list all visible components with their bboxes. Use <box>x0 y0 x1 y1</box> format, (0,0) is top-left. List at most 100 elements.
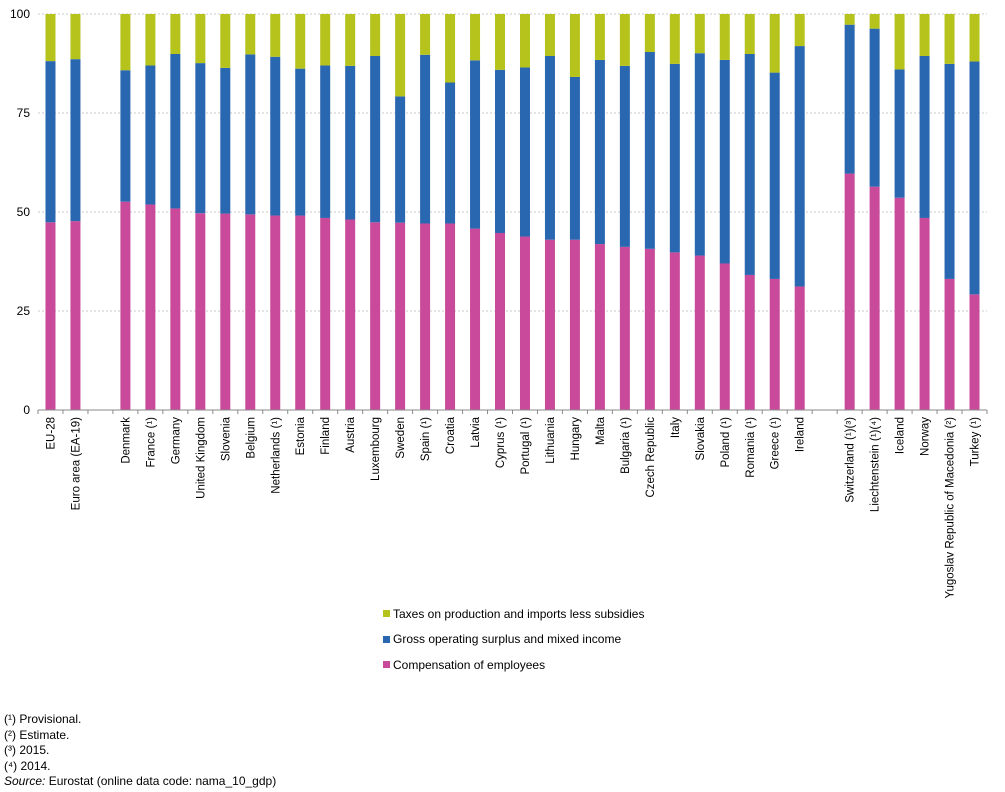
bar-gross-surplus <box>245 54 256 215</box>
bar-compensation <box>120 201 131 410</box>
x-tick-label: Switzerland (¹)(³) <box>845 417 857 503</box>
footnotes: (¹) Provisional. (²) Estimate. (³) 2015.… <box>4 712 276 790</box>
source-line: Source: Eurostat (online data code: nama… <box>4 774 276 790</box>
y-tick-label: 75 <box>17 106 31 120</box>
bar-gross-surplus <box>969 61 980 295</box>
x-tick-label: Poland (¹) <box>720 417 732 468</box>
x-tick-label: United Kingdom <box>195 417 207 499</box>
x-tick-label: Cyprus (¹) <box>495 417 507 468</box>
bar-gross-surplus <box>694 53 705 256</box>
bar-taxes <box>320 14 331 66</box>
bar-taxes <box>45 14 56 62</box>
legend-swatch-compensation <box>383 661 390 668</box>
x-tick-label: Portugal (¹) <box>520 417 532 475</box>
footnote-provisional: (¹) Provisional. <box>4 712 82 726</box>
bar-taxes <box>495 14 506 70</box>
bar-compensation <box>495 232 506 410</box>
bar-gross-surplus <box>120 70 131 202</box>
bar-compensation <box>345 219 356 410</box>
bar-taxes <box>669 14 680 64</box>
bar-taxes <box>969 14 980 62</box>
bar-gross-surplus <box>619 65 630 247</box>
bar-gross-surplus <box>45 61 56 223</box>
bar-compensation <box>869 186 880 410</box>
bar-compensation <box>594 244 605 410</box>
bar-compensation <box>669 252 680 410</box>
legend-item-gross-surplus: Gross operating surplus and mixed income <box>383 632 644 646</box>
x-tick-label: Hungary <box>570 417 582 461</box>
bar-taxes <box>644 14 655 53</box>
x-tick-label: Ireland <box>795 417 807 452</box>
bar-taxes <box>145 14 156 66</box>
legend-swatch-taxes <box>383 610 390 617</box>
bar-compensation <box>844 173 855 410</box>
y-axis: 0 25 50 75 100 <box>10 7 30 417</box>
x-tick-label: Luxembourg <box>370 417 382 481</box>
y-tick-label: 25 <box>17 304 31 318</box>
x-tick-label: Czech Republic <box>645 417 657 498</box>
bar-taxes <box>894 14 905 70</box>
bar-gross-surplus <box>919 55 930 218</box>
bars <box>45 14 980 410</box>
bar-compensation <box>320 217 331 410</box>
bar-gross-surplus <box>495 69 506 233</box>
bar-gross-surplus <box>844 24 855 174</box>
bar-taxes <box>220 14 231 68</box>
bar-taxes <box>170 14 181 54</box>
bar-compensation <box>894 197 905 410</box>
bar-taxes <box>370 14 381 56</box>
bar-compensation <box>145 204 156 410</box>
bar-taxes <box>470 14 481 61</box>
bar-gross-surplus <box>719 59 730 264</box>
bar-compensation <box>794 286 805 410</box>
x-axis: EU-28 Euro area (EA-19) Denmark France (¹) G… <box>37 409 988 600</box>
x-tick-label: France (¹) <box>145 417 157 468</box>
x-tick-label: Bulgaria (¹) <box>620 417 632 474</box>
bar-gross-surplus <box>295 68 306 216</box>
bar-taxes <box>120 14 131 71</box>
bar-gross-surplus <box>544 55 555 240</box>
x-tick-label: Romania (¹) <box>745 417 757 478</box>
bar-gross-surplus <box>594 59 605 245</box>
bar-gross-surplus <box>644 52 655 249</box>
bar-gross-surplus <box>395 96 406 223</box>
x-tick-label: Euro area (EA-19) <box>70 417 82 510</box>
bar-taxes <box>919 14 930 56</box>
bar-gross-surplus <box>420 54 431 224</box>
bar-gross-surplus <box>470 60 481 229</box>
stacked-bar-chart: 0 25 50 75 100 EU-28 Euro area (EA-19) Denmark… <box>10 7 988 600</box>
bar-taxes <box>694 14 705 54</box>
x-tick-label: Liechtenstein (¹)(⁴) <box>870 417 882 512</box>
x-tick-label: Greece (¹) <box>770 417 782 470</box>
bar-taxes <box>70 14 81 60</box>
bar-gross-surplus <box>569 76 580 240</box>
bar-gross-surplus <box>70 59 81 222</box>
bar-taxes <box>769 14 780 73</box>
legend-label-gross-surplus: Gross operating surplus and mixed income <box>393 632 622 646</box>
legend: Taxes on production and imports less sub… <box>383 607 644 684</box>
x-tick-label: Denmark <box>120 417 132 464</box>
bar-gross-surplus <box>669 63 680 253</box>
bar-compensation <box>769 278 780 410</box>
source-label: Source: <box>4 774 46 789</box>
bar-compensation <box>944 278 955 410</box>
footnote-estimate: (²) Estimate. <box>4 727 70 742</box>
bar-compensation <box>445 223 456 410</box>
bar-gross-surplus <box>195 63 206 214</box>
legend-item-taxes: Taxes on production and imports less sub… <box>383 607 644 621</box>
bar-compensation <box>919 217 930 410</box>
x-tick-label: Croatia <box>445 416 457 454</box>
bar-gross-surplus <box>769 72 780 279</box>
bar-gross-surplus <box>869 28 880 187</box>
x-tick-label: Slovenia <box>220 416 232 461</box>
x-tick-label: Spain (¹) <box>420 417 432 461</box>
x-tick-label: Norway <box>920 417 932 456</box>
bar-compensation <box>245 214 256 410</box>
footnote-2015: (³) 2015. <box>4 743 50 758</box>
x-tick-label: Slovakia <box>695 416 707 460</box>
y-tick-label: 0 <box>23 403 30 417</box>
x-tick-label: Estonia <box>295 416 307 455</box>
bar-compensation <box>220 213 231 410</box>
x-tick-label: Germany <box>170 417 182 465</box>
x-tick-label: Sweden <box>395 417 407 459</box>
